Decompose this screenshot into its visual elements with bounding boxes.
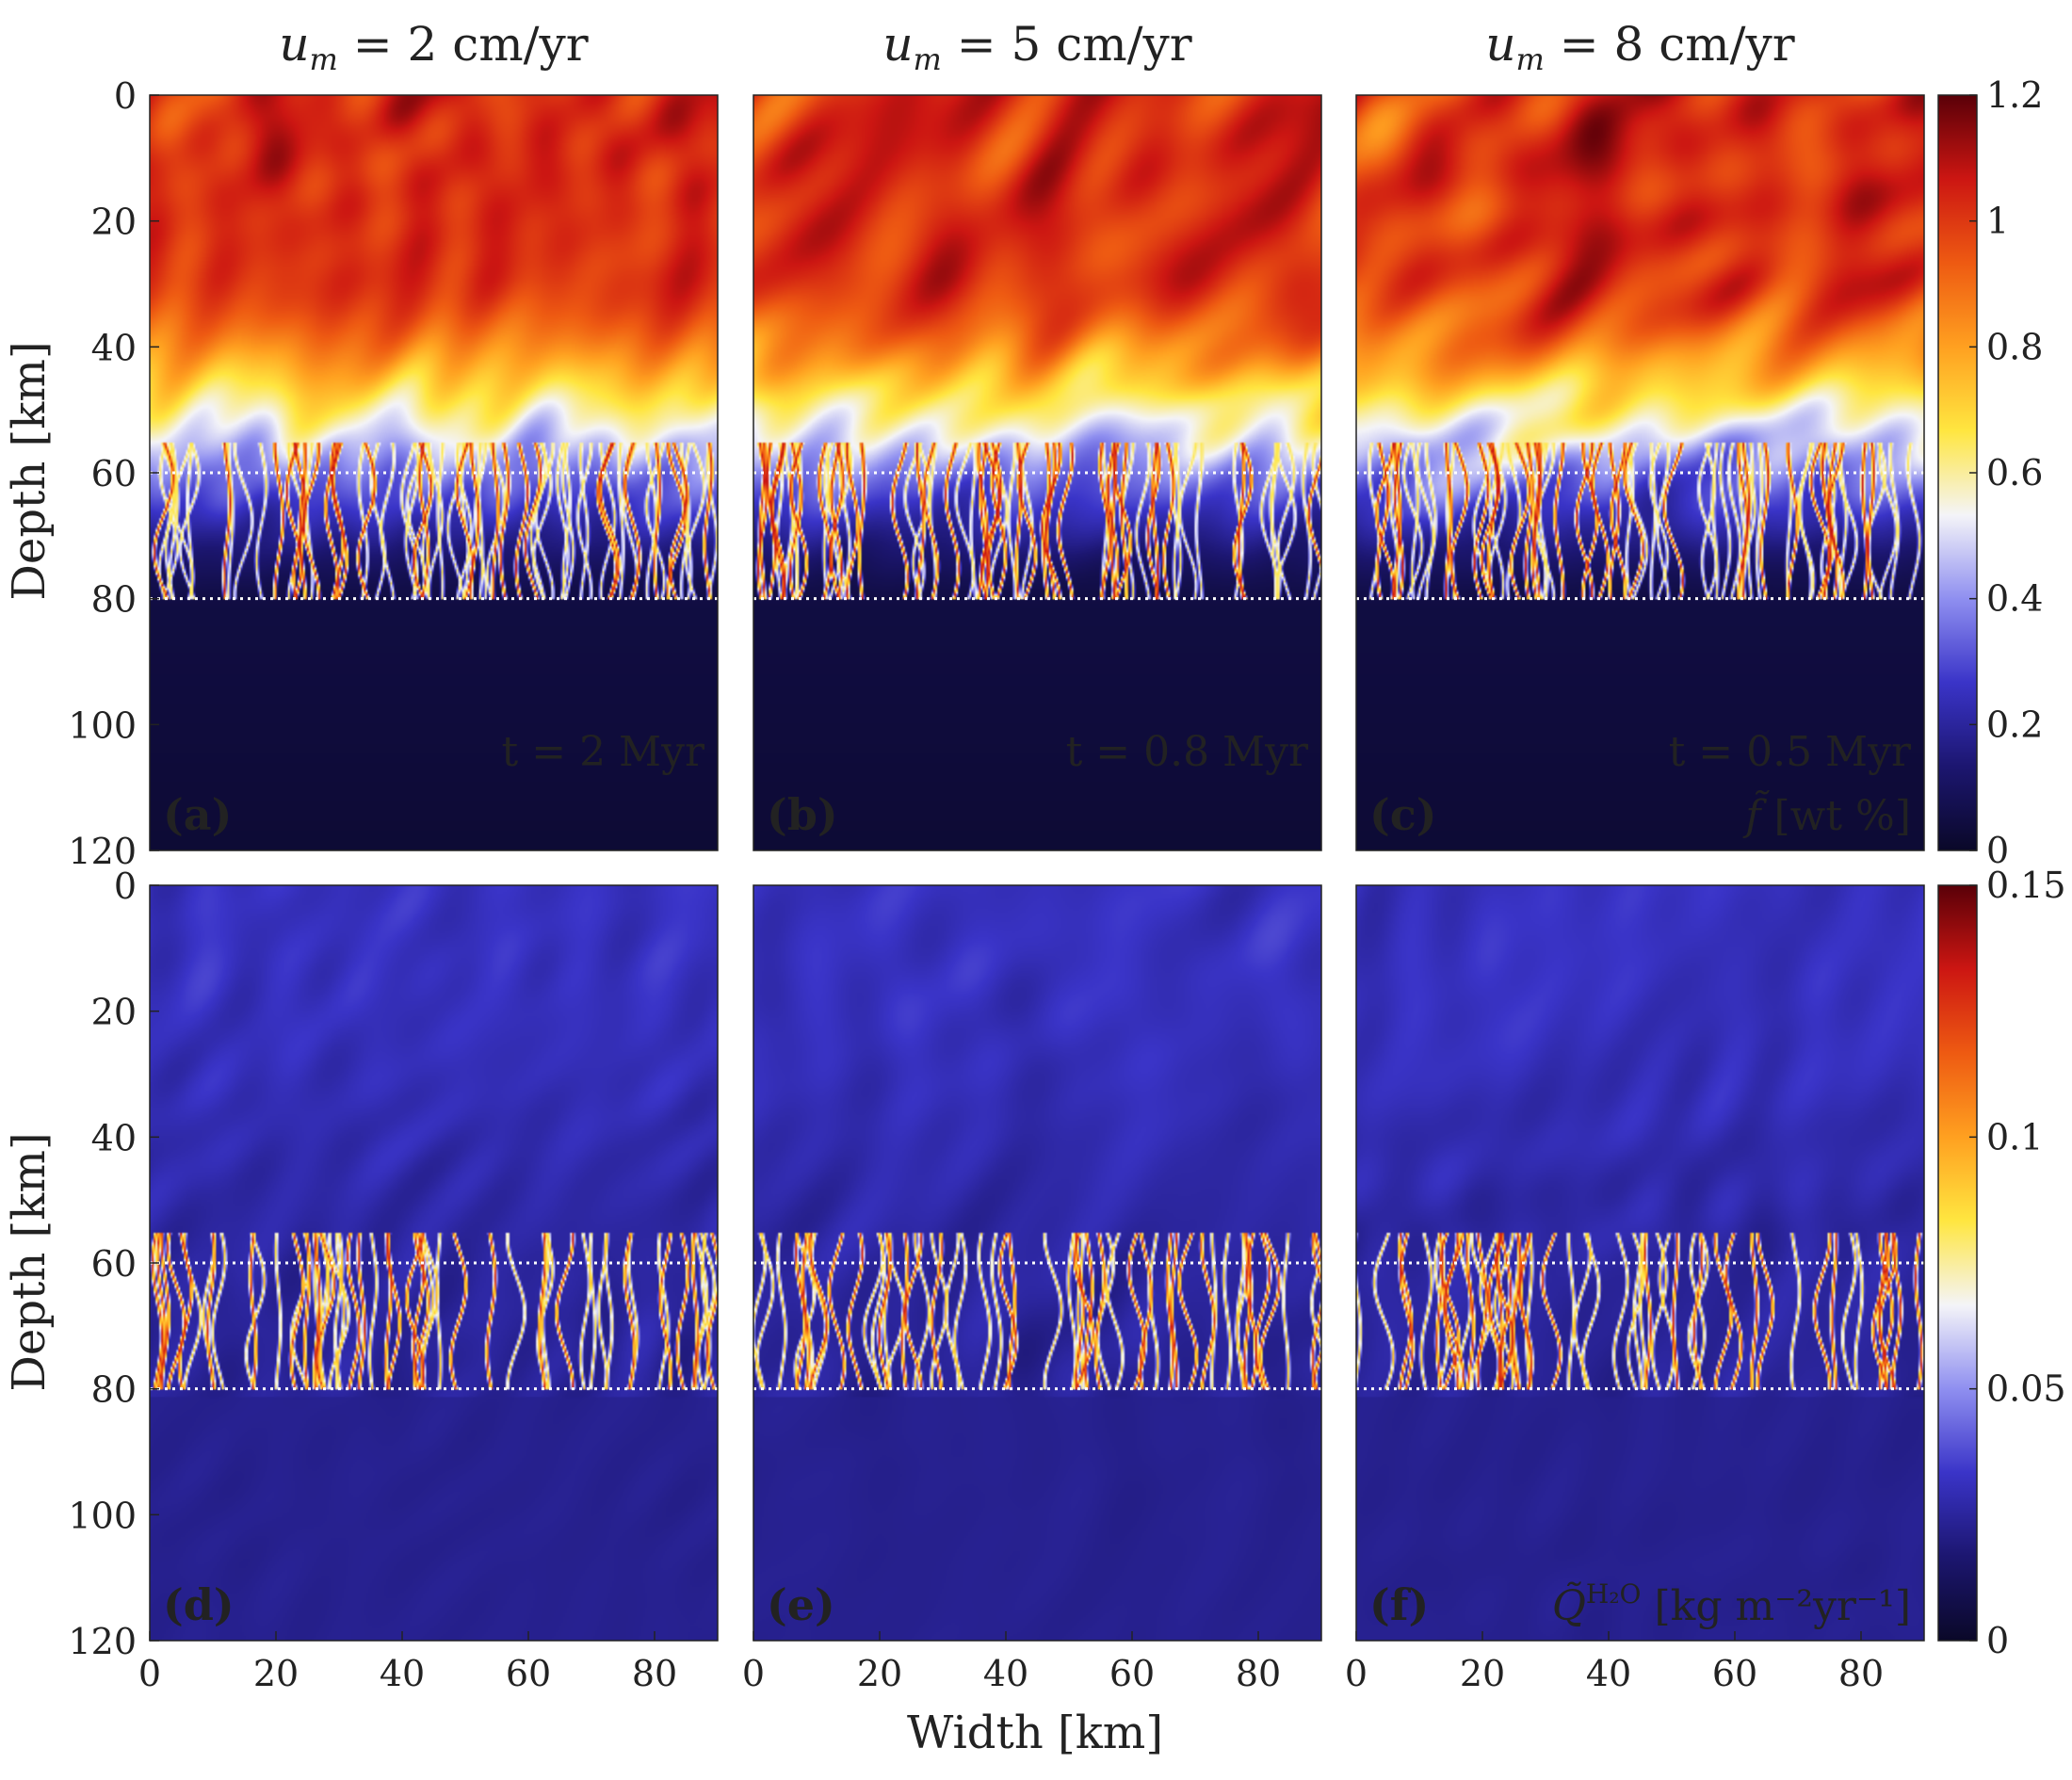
column-title: um = 2 cm/yr (279, 17, 588, 77)
heatmap-field (150, 885, 718, 1641)
y-tick-label: 120 (68, 831, 137, 872)
x-tick-label: 80 (1838, 1653, 1884, 1694)
y-tick-label: 80 (91, 579, 137, 621)
colorbar-tick-label: 0.6 (1986, 452, 2043, 494)
y-tick-label: 0 (114, 75, 137, 117)
x-tick-label: 40 (380, 1653, 425, 1694)
variable-label: f̃ [wt %] (1742, 788, 1911, 840)
colorbar-tick-label: 0.1 (1986, 1116, 2043, 1157)
y-axis-label-bottom: Depth [km] (3, 1132, 56, 1391)
time-label: t = 0.5 Myr (1669, 728, 1912, 776)
colorbar (1937, 884, 1978, 1642)
x-tick-label: 20 (1460, 1653, 1505, 1694)
y-tick-label: 40 (91, 1117, 137, 1158)
x-tick-label: 80 (1236, 1653, 1281, 1694)
panel-label: (f) (1369, 1579, 1429, 1630)
panel-label: (e) (767, 1579, 835, 1630)
colorbar-tick-label: 1.2 (1986, 74, 2043, 116)
y-tick-label: 0 (114, 866, 137, 907)
y-tick-label: 100 (68, 1495, 137, 1536)
y-tick-label: 40 (91, 327, 137, 368)
heatmap-field (1356, 885, 1924, 1641)
panel-label: (a) (163, 789, 232, 840)
panel-c: (c) t = 0.5 Myr (1355, 94, 1925, 851)
heatmap-field (1356, 95, 1924, 850)
panel-frame (1355, 884, 1925, 1642)
colorbar-tick-label: 1 (1986, 201, 2009, 242)
x-tick-label: 40 (1586, 1653, 1631, 1694)
panel-frame (753, 884, 1322, 1642)
y-tick-label: 120 (68, 1621, 137, 1662)
y-axis-label-top: Depth [km] (3, 341, 56, 600)
panel-label: (c) (1369, 789, 1437, 840)
x-tick-label: 60 (506, 1653, 551, 1694)
panel-f: (f)0 20 40 60 80 (1345, 884, 1925, 1694)
x-tick-label: 60 (1712, 1653, 1757, 1694)
colorbar-tick-label: 0 (1986, 1620, 2009, 1661)
variable-label: Q̃H₂O [kg m⁻²yr⁻¹] (1552, 1578, 1911, 1630)
x-tick-label: 60 (1109, 1653, 1155, 1694)
colorbar-tick-label: 0.15 (1986, 865, 2066, 906)
colorbar-tick-label: 0.4 (1986, 578, 2043, 620)
column-title: um = 8 cm/yr (1485, 17, 1794, 77)
x-tick-label: 0 (1345, 1653, 1368, 1694)
colorbar-tick-label: 0.8 (1986, 326, 2043, 367)
x-tick-label: 20 (857, 1653, 902, 1694)
y-tick-label: 60 (91, 1243, 137, 1285)
x-tick-label: 0 (742, 1653, 765, 1694)
heatmap-field (150, 95, 718, 850)
x-tick-label: 0 (138, 1653, 161, 1694)
x-tick-label: 80 (632, 1653, 677, 1694)
panel-frame (1355, 94, 1925, 851)
heatmap-field (753, 95, 1321, 850)
panel-label: (d) (163, 1579, 235, 1630)
y-tick-label: 20 (91, 992, 137, 1033)
colorbar-tick-label: 0.2 (1986, 704, 2043, 745)
heatmap-field (753, 885, 1321, 1641)
colorbar-tick-label: 0.05 (1986, 1368, 2066, 1410)
y-tick-label: 20 (91, 202, 137, 243)
x-axis-label: Width [km] (907, 1707, 1163, 1759)
time-label: t = 2 Myr (502, 728, 705, 776)
y-tick-label: 60 (91, 453, 137, 494)
x-tick-label: 20 (253, 1653, 299, 1694)
x-tick-label: 40 (983, 1653, 1028, 1694)
colorbar-row-2: 0 0.05 0.1 0.15 (1937, 865, 2066, 1661)
panel-frame (753, 94, 1322, 851)
colorbar-row-1: 0 0.2 0.4 0.6 0.8 1 1.2 (1937, 74, 2043, 871)
colorbar-tick-label: 0 (1986, 830, 2009, 871)
column-title: um = 5 cm/yr (882, 17, 1191, 77)
time-label: t = 0.8 Myr (1066, 728, 1309, 776)
panel-e: (e)0 20 40 60 80 (742, 884, 1322, 1694)
panel-a: (a) t = 2 Myr 0 20 40 60 80 100 120 (68, 75, 719, 872)
panel-label: (b) (767, 789, 838, 840)
y-tick-label: 80 (91, 1369, 137, 1411)
y-tick-label: 100 (68, 704, 137, 746)
panel-b: (b) t = 0.8 Myr (753, 94, 1322, 851)
